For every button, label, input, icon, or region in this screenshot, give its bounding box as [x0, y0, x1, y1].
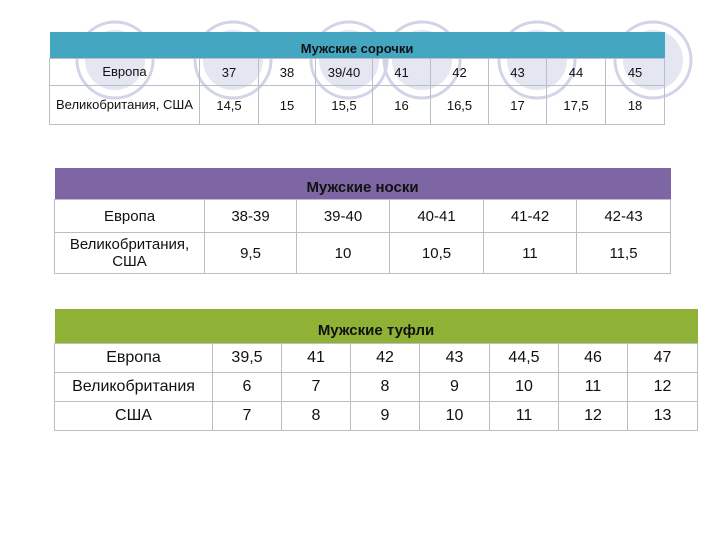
size-cell: 43 — [488, 58, 547, 86]
size-cell: 44 — [546, 58, 606, 86]
table-row: Великобритания 6 7 8 9 10 11 12 — [54, 372, 699, 402]
size-cell: 15,5 — [315, 85, 373, 125]
size-cell: 15 — [258, 85, 316, 125]
table-row: Европа 38-39 39-40 40-41 41-42 42-43 — [54, 199, 672, 233]
size-cell: 11,5 — [575, 232, 672, 274]
socks-size-table: Мужские носки Европа 38-39 39-40 40-41 4… — [54, 168, 672, 274]
size-cell: 39-40 — [296, 199, 390, 233]
size-cell: 9 — [350, 401, 420, 431]
size-cell: 42 — [350, 343, 420, 373]
size-cell: 42 — [430, 58, 489, 86]
size-cell: 12 — [558, 401, 628, 431]
table-row: Европа 39,5 41 42 43 44,5 46 47 — [54, 343, 699, 373]
size-cell: 8 — [281, 401, 351, 431]
size-cell: 16,5 — [430, 85, 489, 125]
size-cell: 13 — [626, 401, 699, 431]
row-label: Европа — [54, 199, 205, 233]
size-cell: 40-41 — [389, 199, 484, 233]
size-cell: 41 — [372, 58, 431, 86]
size-cell: 43 — [419, 343, 490, 373]
row-label: Великобритания, США — [49, 85, 200, 125]
size-cell: 38 — [258, 58, 316, 86]
size-cell: 11 — [489, 401, 559, 431]
shirts-header-row: Мужские сорочки — [49, 32, 665, 59]
size-cell: 12 — [626, 372, 699, 402]
size-cell: 10 — [489, 372, 559, 402]
size-cell: 11 — [558, 372, 628, 402]
table-row: Европа 37 38 39/40 41 42 43 44 45 — [49, 58, 666, 86]
size-cell: 37 — [199, 58, 259, 86]
size-cell: 17 — [488, 85, 547, 125]
size-cell: 41-42 — [483, 199, 577, 233]
size-cell: 16 — [372, 85, 431, 125]
socks-title: Мужские носки — [54, 168, 671, 200]
row-label: Европа — [54, 343, 213, 373]
shoes-header-row: Мужские туфли — [54, 309, 698, 344]
size-cell: 46 — [558, 343, 628, 373]
size-cell: 10 — [296, 232, 390, 274]
shoes-title: Мужские туфли — [54, 309, 698, 344]
size-cell: 7 — [212, 401, 282, 431]
size-cell: 44,5 — [489, 343, 559, 373]
size-cell: 6 — [212, 372, 282, 402]
size-cell: 10 — [419, 401, 490, 431]
size-cell: 38-39 — [204, 199, 297, 233]
row-label: Великобритания — [54, 372, 213, 402]
size-cell: 9,5 — [204, 232, 297, 274]
size-cell: 17,5 — [546, 85, 606, 125]
size-cell: 41 — [281, 343, 351, 373]
size-cell: 42-43 — [575, 199, 672, 233]
row-label: Европа — [49, 58, 200, 86]
size-cell: 7 — [281, 372, 351, 402]
shoes-size-table: Мужские туфли Европа 39,5 41 42 43 44,5 … — [54, 309, 699, 431]
size-cell: 14,5 — [199, 85, 259, 125]
size-cell: 9 — [419, 372, 490, 402]
size-cell: 45 — [604, 58, 666, 86]
table-row: США 7 8 9 10 11 12 13 — [54, 401, 699, 431]
row-label: США — [54, 401, 213, 431]
socks-header-row: Мужские носки — [54, 168, 671, 200]
size-cell: 10,5 — [389, 232, 484, 274]
row-label: Великобритания, США — [54, 232, 205, 274]
size-cell: 39,5 — [212, 343, 282, 373]
size-cell: 18 — [604, 85, 666, 125]
table-row: Великобритания, США 14,5 15 15,5 16 16,5… — [49, 85, 666, 125]
shirts-title: Мужские сорочки — [49, 32, 665, 59]
size-cell: 8 — [350, 372, 420, 402]
shirts-size-table: Мужские сорочки Европа 37 38 39/40 41 42… — [49, 32, 666, 125]
size-cell: 39/40 — [315, 58, 373, 86]
size-cell: 47 — [626, 343, 699, 373]
table-row: Великобритания, США 9,5 10 10,5 11 11,5 — [54, 232, 672, 274]
size-cell: 11 — [483, 232, 577, 274]
